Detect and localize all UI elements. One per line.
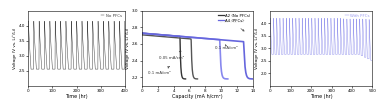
X-axis label: Time (hr): Time (hr) bbox=[65, 94, 88, 100]
Y-axis label: Voltage (V vs. Li⁺/Li): Voltage (V vs. Li⁺/Li) bbox=[12, 27, 17, 69]
Text: 0.1 mA/cm²: 0.1 mA/cm² bbox=[148, 67, 171, 75]
Text: 0.1 mA/cm²: 0.1 mA/cm² bbox=[215, 45, 238, 50]
Legend: No PFCs: No PFCs bbox=[99, 13, 123, 19]
Y-axis label: Voltage (V vs. Li⁺/Li): Voltage (V vs. Li⁺/Li) bbox=[254, 27, 259, 69]
Text: 0.05 mA/cm²: 0.05 mA/cm² bbox=[220, 20, 245, 31]
Legend: A2 (No PFCs), A4 (PFCs): A2 (No PFCs), A4 (PFCs) bbox=[217, 13, 251, 24]
Legend: With PFCs: With PFCs bbox=[344, 13, 370, 19]
X-axis label: Time (hr): Time (hr) bbox=[310, 94, 333, 100]
Y-axis label: Voltage (V vs. Li⁺/Li): Voltage (V vs. Li⁺/Li) bbox=[126, 27, 130, 69]
Text: 0.05 mA/cm²: 0.05 mA/cm² bbox=[159, 51, 184, 60]
X-axis label: Capacity (mA h/cm²): Capacity (mA h/cm²) bbox=[172, 94, 223, 100]
